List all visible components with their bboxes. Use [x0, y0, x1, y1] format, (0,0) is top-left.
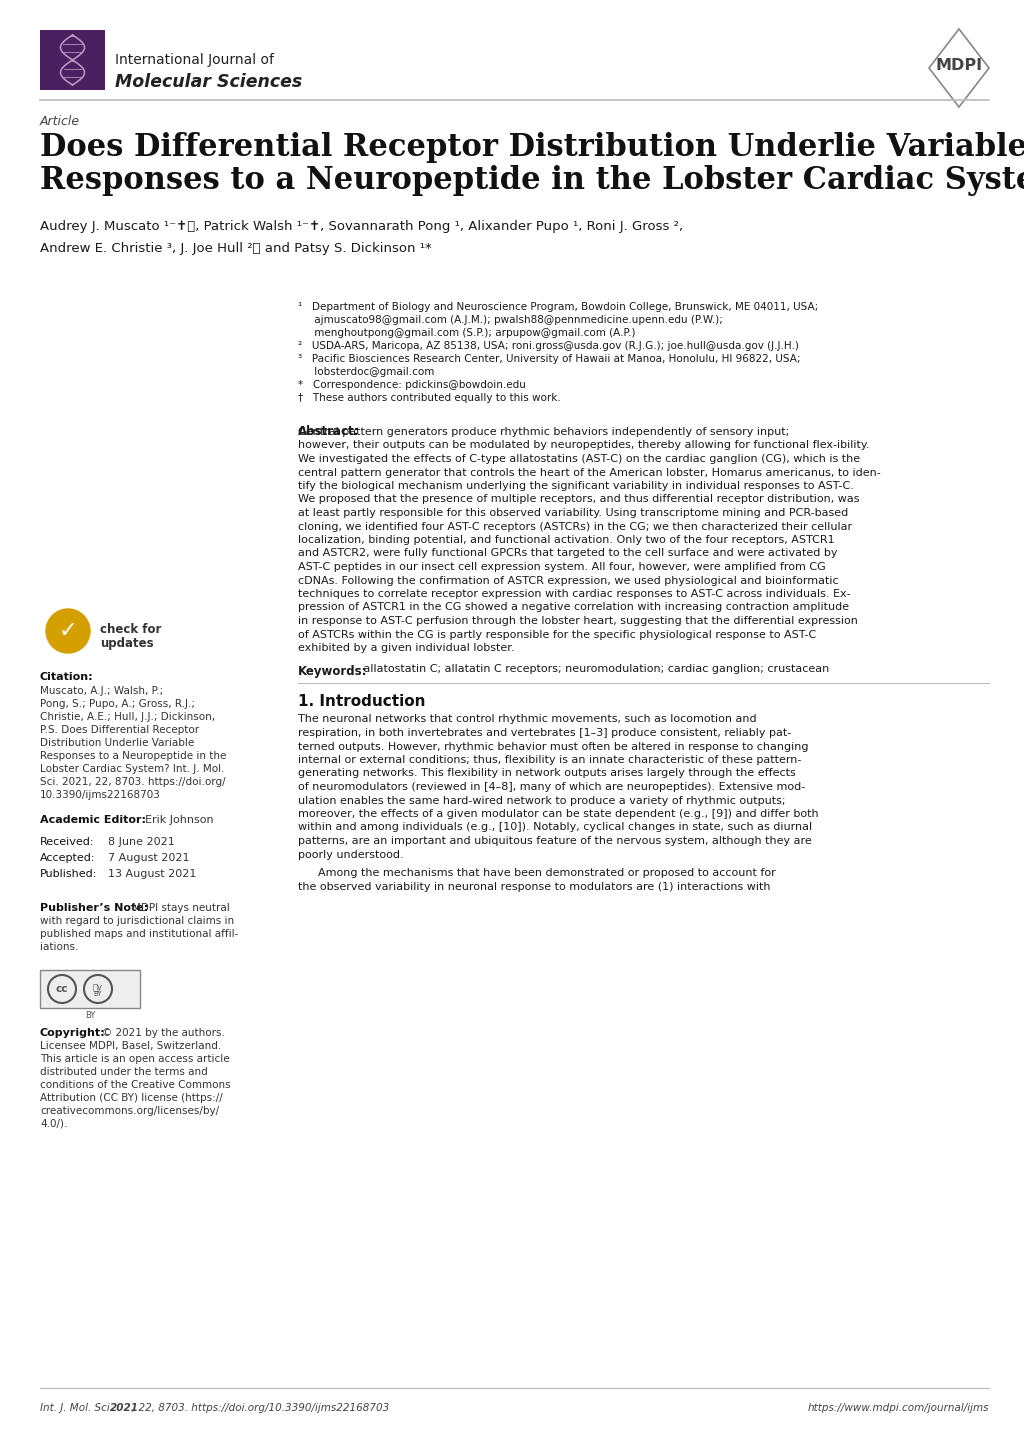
Text: iations.: iations. [40, 943, 79, 951]
Text: BY: BY [93, 990, 102, 998]
Text: Received:: Received: [40, 837, 94, 847]
Text: MDPI stays neutral: MDPI stays neutral [132, 904, 229, 914]
Text: *   Correspondence: pdickins@bowdoin.edu: * Correspondence: pdickins@bowdoin.edu [298, 379, 526, 390]
Text: Responses to a Neuropeptide in the: Responses to a Neuropeptide in the [40, 752, 226, 762]
Text: poorly understood.: poorly understood. [298, 850, 403, 860]
Text: Licensee MDPI, Basel, Switzerland.: Licensee MDPI, Basel, Switzerland. [40, 1041, 221, 1051]
Text: ajmuscato98@gmail.com (A.J.M.); pwalsh88@pennmedicine.upenn.edu (P.W.);: ajmuscato98@gmail.com (A.J.M.); pwalsh88… [298, 316, 723, 324]
Text: of ASTCRs within the CG is partly responsible for the specific physiological res: of ASTCRs within the CG is partly respon… [298, 630, 816, 640]
Text: https://www.mdpi.com/journal/ijms: https://www.mdpi.com/journal/ijms [808, 1403, 989, 1413]
Text: Citation:: Citation: [40, 672, 93, 682]
Text: BY: BY [85, 1011, 95, 1019]
Text: The neuronal networks that control rhythmic movements, such as locomotion and: The neuronal networks that control rhyth… [298, 714, 757, 724]
Text: Molecular Sciences: Molecular Sciences [115, 72, 302, 91]
Text: in response to AST-C perfusion through the lobster heart, suggesting that the di: in response to AST-C perfusion through t… [298, 615, 858, 626]
Text: Keywords:: Keywords: [298, 665, 368, 678]
Text: International Journal of: International Journal of [115, 54, 274, 67]
Text: , 22, 8703. https://doi.org/10.3390/ijms22168703: , 22, 8703. https://doi.org/10.3390/ijms… [132, 1403, 389, 1413]
Text: ⓑу: ⓑу [93, 983, 103, 992]
Text: with regard to jurisdictional claims in: with regard to jurisdictional claims in [40, 917, 234, 927]
Text: tify the biological mechanism underlying the significant variability in individu: tify the biological mechanism underlying… [298, 481, 854, 491]
Text: Distribution Underlie Variable: Distribution Underlie Variable [40, 738, 195, 749]
Text: Attribution (CC BY) license (https://: Attribution (CC BY) license (https:// [40, 1093, 223, 1103]
Text: Muscato, A.J.; Walsh, P.;: Muscato, A.J.; Walsh, P.; [40, 686, 163, 696]
Text: however, their outputs can be modulated by neuropeptides, thereby allowing for f: however, their outputs can be modulated … [298, 440, 869, 450]
Text: Int. J. Mol. Sci.: Int. J. Mol. Sci. [40, 1403, 117, 1413]
Text: allatostatin C; allatatin C receptors; neuromodulation; cardiac ganglion; crusta: allatostatin C; allatatin C receptors; n… [360, 665, 829, 675]
Text: localization, binding potential, and functional activation. Only two of the four: localization, binding potential, and fun… [298, 534, 835, 544]
Text: ²   USDA-ARS, Maricopa, AZ 85138, USA; roni.gross@usda.gov (R.J.G.); joe.hull@us: ² USDA-ARS, Maricopa, AZ 85138, USA; ron… [298, 340, 799, 350]
Text: Responses to a Neuropeptide in the Lobster Cardiac System?: Responses to a Neuropeptide in the Lobst… [40, 165, 1024, 195]
Text: moreover, the effects of a given modulator can be state dependent (e.g., [9]) an: moreover, the effects of a given modulat… [298, 809, 818, 820]
Text: internal or external conditions; thus, flexibility is an innate characteristic o: internal or external conditions; thus, f… [298, 754, 802, 765]
Text: generating networks. This flexibility in network outputs arises largely through : generating networks. This flexibility in… [298, 769, 796, 779]
Text: at least partly responsible for this observed variability. Using transcriptome m: at least partly responsible for this obs… [298, 508, 848, 518]
Text: techniques to correlate receptor expression with cardiac responses to AST-C acro: techniques to correlate receptor express… [298, 589, 851, 599]
Text: P.S. Does Differential Receptor: P.S. Does Differential Receptor [40, 725, 199, 736]
Text: MDPI: MDPI [936, 58, 983, 74]
Text: Among the mechanisms that have been demonstrated or proposed to account for: Among the mechanisms that have been demo… [318, 867, 776, 877]
Text: ✓: ✓ [58, 621, 78, 641]
Text: ³   Pacific Biosciences Research Center, University of Hawaii at Manoa, Honolulu: ³ Pacific Biosciences Research Center, U… [298, 353, 801, 363]
Text: Christie, A.E.; Hull, J.J.; Dickinson,: Christie, A.E.; Hull, J.J.; Dickinson, [40, 712, 215, 723]
Text: distributed under the terms and: distributed under the terms and [40, 1067, 208, 1077]
Text: updates: updates [100, 637, 154, 650]
Text: Accepted:: Accepted: [40, 853, 95, 863]
Text: We investigated the effects of C-type allatostatins (AST-C) on the cardiac gangl: We investigated the effects of C-type al… [298, 455, 860, 463]
Text: of neuromodulators (reviewed in [4–8], many of which are neuropeptides). Extensi: of neuromodulators (reviewed in [4–8], m… [298, 782, 805, 792]
Text: the observed variability in neuronal response to modulators are (1) interactions: the observed variability in neuronal res… [298, 882, 770, 892]
Text: cc: cc [55, 985, 69, 993]
Text: Sci. 2021, 22, 8703. https://doi.org/: Sci. 2021, 22, 8703. https://doi.org/ [40, 778, 225, 788]
Text: cloning, we identified four AST-C receptors (ASTCRs) in the CG; we then characte: cloning, we identified four AST-C recept… [298, 521, 852, 531]
Text: published maps and institutional affil-: published maps and institutional affil- [40, 930, 239, 938]
Text: ¹   Department of Biology and Neuroscience Program, Bowdoin College, Brunswick, : ¹ Department of Biology and Neuroscience… [298, 303, 818, 311]
Text: 2021: 2021 [110, 1403, 139, 1413]
Text: within and among individuals (e.g., [10]). Notably, cyclical changes in state, s: within and among individuals (e.g., [10]… [298, 822, 812, 833]
Text: and ASTCR2, were fully functional GPCRs that targeted to the cell surface and we: and ASTCR2, were fully functional GPCRs … [298, 549, 838, 559]
Text: cDNAs. Following the confirmation of ASTCR expression, we used physiological and: cDNAs. Following the confirmation of AST… [298, 575, 839, 585]
Text: pression of ASTCR1 in the CG showed a negative correlation with increasing contr: pression of ASTCR1 in the CG showed a ne… [298, 602, 849, 613]
Text: This article is an open access article: This article is an open access article [40, 1054, 229, 1064]
Text: lobsterdoc@gmail.com: lobsterdoc@gmail.com [298, 366, 434, 376]
Text: Erik Johnson: Erik Johnson [145, 815, 214, 825]
Text: patterns, are an important and ubiquitous feature of the nervous system, althoug: patterns, are an important and ubiquitou… [298, 835, 812, 846]
Text: Pong, S.; Pupo, A.; Gross, R.J.;: Pong, S.; Pupo, A.; Gross, R.J.; [40, 699, 195, 710]
Text: 7 August 2021: 7 August 2021 [108, 853, 189, 863]
Text: Article: Article [40, 114, 80, 127]
Text: Central pattern generators produce rhythmic behaviors independently of sensory i: Central pattern generators produce rhyth… [298, 427, 790, 437]
Bar [40, 970, 140, 1008]
Text: ulation enables the same hard-wired network to produce a variety of rhythmic out: ulation enables the same hard-wired netw… [298, 795, 785, 805]
Text: †   These authors contributed equally to this work.: † These authors contributed equally to t… [298, 392, 561, 403]
Text: creativecommons.org/licenses/by/: creativecommons.org/licenses/by/ [40, 1106, 219, 1116]
Text: 8 June 2021: 8 June 2021 [108, 837, 175, 847]
Text: Copyright:: Copyright: [40, 1028, 105, 1038]
Text: central pattern generator that controls the heart of the American lobster, Homar: central pattern generator that controls … [298, 468, 881, 478]
Text: Publisher’s Note:: Publisher’s Note: [40, 904, 148, 914]
Text: Published:: Published: [40, 869, 97, 879]
Text: © 2021 by the authors.: © 2021 by the authors. [102, 1028, 225, 1038]
Text: conditions of the Creative Commons: conditions of the Creative Commons [40, 1080, 230, 1090]
Text: respiration, in both invertebrates and vertebrates [1–3] produce consistent, rel: respiration, in both invertebrates and v… [298, 728, 792, 738]
Text: exhibited by a given individual lobster.: exhibited by a given individual lobster. [298, 643, 514, 653]
Text: 10.3390/ijms22168703: 10.3390/ijms22168703 [40, 791, 161, 799]
Text: 4.0/).: 4.0/). [40, 1119, 68, 1129]
Text: menghoutpong@gmail.com (S.P.); arpupow@gmail.com (A.P.): menghoutpong@gmail.com (S.P.); arpupow@g… [298, 329, 636, 337]
Text: terned outputs. However, rhythmic behavior must often be altered in response to : terned outputs. However, rhythmic behavi… [298, 741, 809, 752]
Text: Does Differential Receptor Distribution Underlie Variable: Does Differential Receptor Distribution … [40, 132, 1024, 164]
Bar [40, 30, 105, 90]
Text: AST-C peptides in our insect cell expression system. All four, however, were amp: AST-C peptides in our insect cell expres… [298, 562, 825, 572]
Text: We proposed that the presence of multiple receptors, and thus differential recep: We proposed that the presence of multipl… [298, 495, 859, 504]
Text: 1. Introduction: 1. Introduction [298, 695, 426, 710]
Text: Lobster Cardiac System? Int. J. Mol.: Lobster Cardiac System? Int. J. Mol. [40, 765, 224, 775]
Text: check for: check for [100, 623, 162, 636]
Text: Andrew E. Christie ³, J. Joe Hull ²ⓔ and Patsy S. Dickinson ¹*: Andrew E. Christie ³, J. Joe Hull ²ⓔ and… [40, 242, 432, 255]
Text: 13 August 2021: 13 August 2021 [108, 869, 197, 879]
Text: Audrey J. Muscato ¹⁻✝ⓔ, Patrick Walsh ¹⁻✝, Sovannarath Pong ¹, Alixander Pupo ¹,: Audrey J. Muscato ¹⁻✝ⓔ, Patrick Walsh ¹⁻… [40, 220, 683, 233]
Text: Academic Editor:: Academic Editor: [40, 815, 146, 825]
Text: Abstract:: Abstract: [298, 426, 359, 437]
Circle shape [46, 610, 90, 653]
